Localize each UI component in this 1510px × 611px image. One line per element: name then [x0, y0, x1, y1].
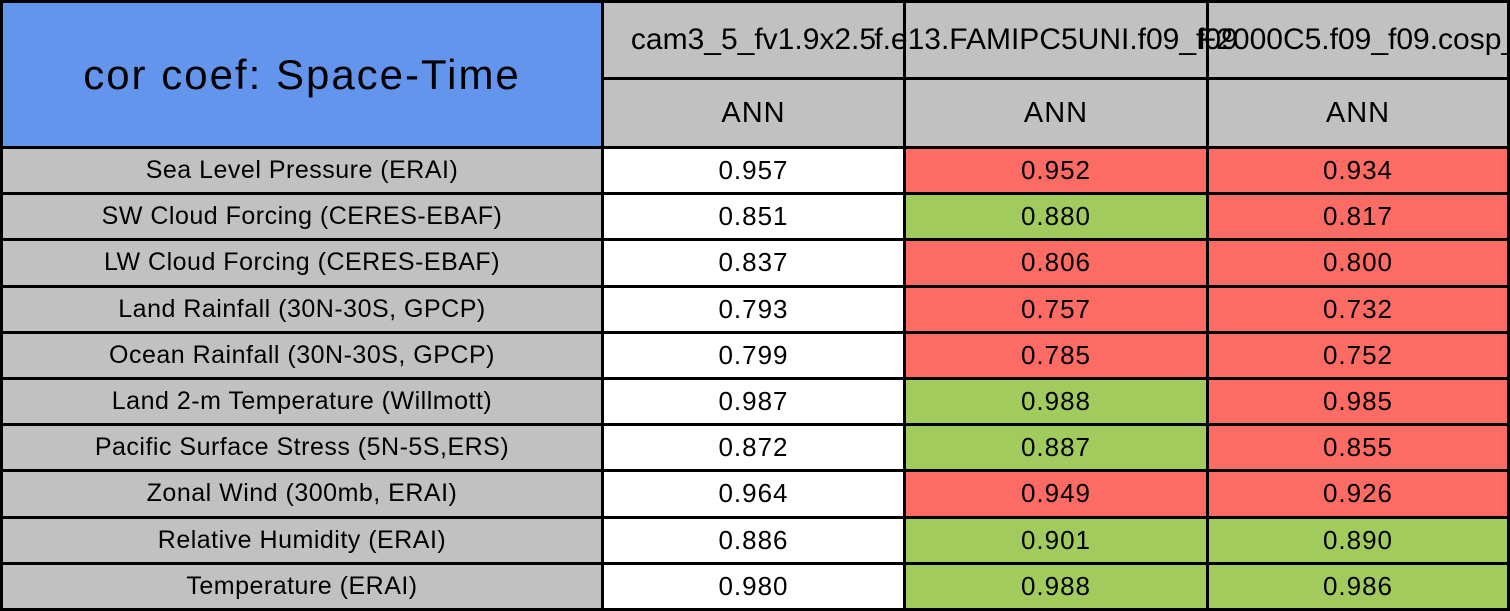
- model-header-3: F2000C5.f09_f09.cosp_: [1198, 3, 1507, 77]
- value-cell: 0.855: [1209, 426, 1507, 470]
- row-label: LW Cloud Forcing (CERES-EBAF): [3, 241, 601, 285]
- model-header-2: f.e13.FAMIPC5UNI.f09_f09: [874, 3, 1238, 77]
- season-header-2: ANN: [906, 80, 1206, 146]
- row-label: Relative Humidity (ERAI): [3, 518, 601, 562]
- value-cell: 0.952: [906, 149, 1206, 193]
- value-cell: 0.732: [1209, 287, 1507, 331]
- value-cell: 0.987: [604, 380, 903, 424]
- value-cell: 0.964: [604, 472, 903, 516]
- value-cell: 0.949: [906, 472, 1206, 516]
- season-header-3: ANN: [1209, 80, 1507, 146]
- value-cell: 0.957: [604, 149, 903, 193]
- value-cell: 0.934: [1209, 149, 1507, 193]
- season-header-1: ANN: [604, 80, 903, 146]
- value-cell: 0.817: [1209, 195, 1507, 239]
- value-cell: 0.988: [906, 380, 1206, 424]
- value-cell: 0.880: [906, 195, 1206, 239]
- model-header-1: cam3_5_fv1.9x2.5: [604, 3, 903, 77]
- value-cell: 0.901: [906, 518, 1206, 562]
- row-label: Temperature (ERAI): [3, 564, 601, 608]
- value-cell: 0.890: [1209, 518, 1507, 562]
- value-cell: 0.851: [604, 195, 903, 239]
- value-cell: 0.799: [604, 333, 903, 377]
- table-title: cor coef: Space-Time: [3, 3, 601, 146]
- value-cell: 0.985: [1209, 380, 1507, 424]
- value-cell: 0.800: [1209, 241, 1507, 285]
- value-cell: 0.793: [604, 287, 903, 331]
- model-header-3-label: F2000C5.f09_f09.cosp_: [1197, 23, 1510, 56]
- value-cell: 0.785: [906, 333, 1206, 377]
- row-label: Zonal Wind (300mb, ERAI): [3, 472, 601, 516]
- row-label: Sea Level Pressure (ERAI): [3, 149, 601, 193]
- value-cell: 0.806: [906, 241, 1206, 285]
- model-header-1-label: cam3_5_fv1.9x2.5: [630, 23, 877, 56]
- row-label: Pacific Surface Stress (5N-5S,ERS): [3, 426, 601, 470]
- value-cell: 0.837: [604, 241, 903, 285]
- row-label: Ocean Rainfall (30N-30S, GPCP): [3, 333, 601, 377]
- value-cell: 0.926: [1209, 472, 1507, 516]
- value-cell: 0.886: [604, 518, 903, 562]
- model-header-2-label: f.e13.FAMIPC5UNI.f09_f09: [874, 23, 1238, 56]
- value-cell: 0.752: [1209, 333, 1507, 377]
- row-label: Land 2-m Temperature (Willmott): [3, 380, 601, 424]
- value-cell: 0.988: [906, 564, 1206, 608]
- row-label: SW Cloud Forcing (CERES-EBAF): [3, 195, 601, 239]
- value-cell: 0.757: [906, 287, 1206, 331]
- value-cell: 0.986: [1209, 564, 1507, 608]
- value-cell: 0.980: [604, 564, 903, 608]
- row-label: Land Rainfall (30N-30S, GPCP): [3, 287, 601, 331]
- value-cell: 0.887: [906, 426, 1206, 470]
- value-cell: 0.872: [604, 426, 903, 470]
